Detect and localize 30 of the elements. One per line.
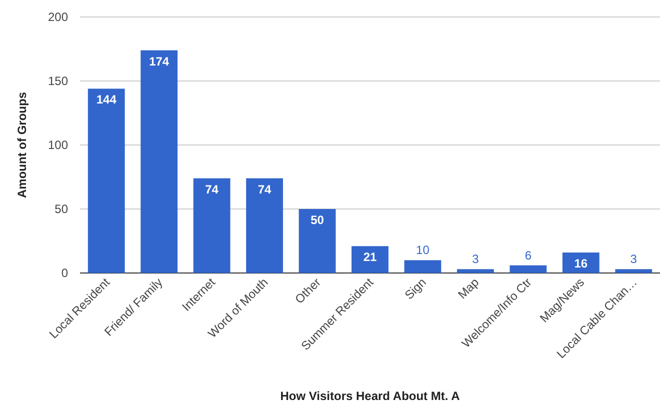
- bar: [246, 178, 283, 273]
- data-label: 174: [149, 54, 170, 68]
- data-label: 10: [416, 243, 430, 258]
- y-tick-label: 100: [48, 138, 68, 152]
- bar: [88, 88, 125, 273]
- bar: [140, 50, 178, 273]
- bar: [615, 269, 652, 273]
- y-tick-label: 50: [54, 202, 68, 216]
- bar: [562, 252, 600, 273]
- data-label: 50: [310, 213, 324, 227]
- bar: [404, 260, 442, 273]
- bar: [510, 265, 547, 273]
- bar: [352, 246, 388, 273]
- bar: [193, 178, 230, 273]
- y-axis-title: Amount of Groups: [15, 92, 29, 198]
- data-label: 16: [574, 256, 588, 271]
- x-axis-title: How Visitors Heard About Mt. A: [280, 389, 460, 403]
- data-label: 21: [363, 250, 377, 264]
- y-tick-label: 0: [61, 266, 68, 280]
- data-label: 74: [205, 182, 219, 196]
- y-tick-label: 200: [48, 10, 68, 24]
- data-label: 3: [472, 252, 480, 266]
- y-tick-label: 150: [48, 74, 68, 88]
- bar: [298, 209, 336, 273]
- x-tick-label: Sign: [402, 275, 429, 302]
- data-label: 144: [96, 92, 117, 107]
- data-label: 6: [524, 248, 532, 262]
- bar: [457, 269, 494, 273]
- data-label: 3: [630, 252, 638, 266]
- data-label: 74: [258, 182, 272, 196]
